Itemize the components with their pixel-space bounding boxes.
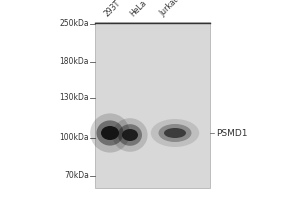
Bar <box>95 22 210 188</box>
Text: 130kDa: 130kDa <box>59 94 89 102</box>
Ellipse shape <box>97 120 124 146</box>
Text: 70kDa: 70kDa <box>64 171 89 180</box>
Ellipse shape <box>151 119 199 147</box>
Ellipse shape <box>112 118 148 152</box>
Text: 293T: 293T <box>103 0 123 18</box>
Text: Jurkat: Jurkat <box>158 0 180 18</box>
Text: HeLa: HeLa <box>128 0 148 18</box>
Ellipse shape <box>122 129 138 141</box>
Text: PSMD1: PSMD1 <box>216 129 248 138</box>
Text: 250kDa: 250kDa <box>59 20 89 28</box>
Ellipse shape <box>90 113 130 153</box>
Text: 100kDa: 100kDa <box>59 134 89 142</box>
Ellipse shape <box>158 124 191 142</box>
Ellipse shape <box>101 126 119 140</box>
Text: 180kDa: 180kDa <box>59 58 89 66</box>
Ellipse shape <box>118 124 142 146</box>
Ellipse shape <box>164 128 186 138</box>
